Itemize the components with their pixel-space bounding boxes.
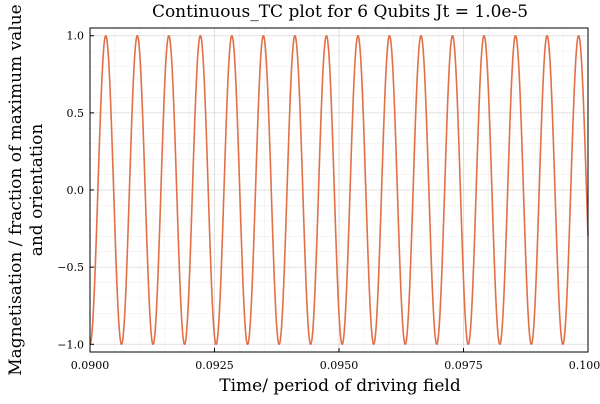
y-axis-label-line: and orientation	[27, 124, 47, 257]
series-layer	[89, 34, 589, 346]
y-axis-label: Magnetisation / fraction of maximum valu…	[6, 4, 47, 375]
y-tick-label: 0.5	[67, 107, 85, 120]
chart-title: Continuous_TC plot for 6 Qubits Jt = 1.0…	[152, 2, 528, 22]
x-tick-label: 0.1000	[569, 359, 600, 372]
x-axis-label: Time/ period of driving field	[219, 376, 461, 396]
x-tick-label: 0.0950	[320, 359, 359, 372]
y-tick-label: −1.0	[57, 338, 84, 351]
x-tick-label: 0.0925	[195, 359, 234, 372]
x-tick-label: 0.0975	[444, 359, 483, 372]
ticks: 0.0900 0.0925 0.0950 0.0975 0.1000 −1.0 −0.5 0.…	[57, 30, 600, 372]
y-tick-label: −0.5	[57, 261, 84, 274]
x-tick-label: 0.0900	[71, 359, 110, 372]
y-axis-label-line: Magnetisation / fraction of maximum valu…	[6, 4, 26, 375]
y-tick-label: 0.0	[67, 184, 85, 197]
series-line	[89, 34, 589, 346]
y-tick-label: 1.0	[67, 30, 85, 43]
